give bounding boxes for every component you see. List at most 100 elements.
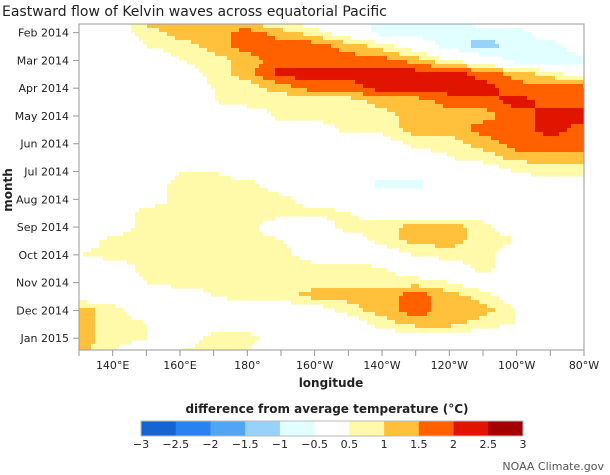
heatmap-cell	[431, 68, 436, 73]
heatmap-cell	[183, 276, 188, 281]
heatmap-cell	[323, 92, 328, 97]
heatmap-cell	[411, 308, 416, 313]
heatmap-cell	[263, 292, 268, 297]
heatmap-cell	[139, 228, 144, 233]
heatmap-cell	[303, 32, 308, 37]
heatmap-cell	[203, 280, 208, 285]
heatmap-cell	[395, 60, 400, 65]
heatmap-cell	[163, 204, 168, 209]
heatmap-cell	[423, 108, 428, 113]
heatmap-cell	[507, 92, 512, 97]
heatmap-cell	[319, 48, 324, 53]
heatmap-cell	[271, 68, 276, 73]
heatmap-cell	[383, 108, 388, 113]
heatmap-cell	[219, 36, 224, 41]
heatmap-cell	[143, 232, 148, 237]
heatmap-cell	[271, 52, 276, 57]
heatmap-cell	[451, 88, 456, 93]
heatmap-cell	[299, 96, 304, 101]
heatmap-cell	[379, 56, 384, 61]
heatmap-cell	[267, 268, 272, 273]
heatmap-cell	[415, 136, 420, 141]
heatmap-cell	[483, 148, 488, 153]
heatmap-cell	[187, 236, 192, 241]
heatmap-cell	[235, 72, 240, 77]
heatmap-cell	[407, 232, 412, 237]
heatmap-cell	[367, 280, 372, 285]
heatmap-cell	[203, 32, 208, 37]
heatmap-cell	[167, 240, 172, 245]
heatmap-cell	[527, 96, 532, 101]
heatmap-cell	[359, 44, 364, 49]
heatmap-cell	[87, 320, 92, 325]
heatmap-cell	[475, 288, 480, 293]
heatmap-cell	[547, 168, 552, 173]
heatmap-cell	[511, 104, 516, 109]
heatmap-cell	[219, 216, 224, 221]
heatmap-cell	[479, 296, 484, 301]
heatmap-cell	[191, 224, 196, 229]
heatmap-cell	[215, 284, 220, 289]
heatmap-cell	[391, 272, 396, 277]
heatmap-cell	[467, 232, 472, 237]
heatmap-cell	[563, 156, 568, 161]
heatmap-cell	[263, 248, 268, 253]
heatmap-cell	[279, 108, 284, 113]
heatmap-cell	[403, 328, 408, 333]
heatmap-cell	[391, 304, 396, 309]
heatmap-cell	[347, 48, 352, 53]
heatmap-cell	[403, 76, 408, 81]
heatmap-cell	[303, 60, 308, 65]
heatmap-cell	[479, 228, 484, 233]
heatmap-cell	[491, 112, 496, 117]
heatmap-cell	[447, 44, 452, 49]
heatmap-cell	[131, 260, 136, 265]
heatmap-cell	[303, 68, 308, 73]
heatmap-cell	[251, 340, 256, 345]
heatmap-cell	[487, 316, 492, 321]
heatmap-cell	[439, 80, 444, 85]
heatmap-cell	[383, 236, 388, 241]
heatmap-cell	[367, 120, 372, 125]
heatmap-cell	[99, 328, 104, 333]
heatmap-cell	[491, 40, 496, 45]
heatmap-cell	[211, 40, 216, 45]
heatmap-cell	[327, 72, 332, 77]
heatmap-cell	[155, 224, 160, 229]
heatmap-cell	[223, 240, 228, 245]
heatmap-cell	[503, 320, 508, 325]
heatmap-cell	[139, 264, 144, 269]
heatmap-cell	[371, 44, 376, 49]
heatmap-cell	[327, 76, 332, 81]
heatmap-cell	[263, 48, 268, 53]
heatmap-cell	[375, 300, 380, 305]
heatmap-cell	[247, 264, 252, 269]
heatmap-cell	[483, 248, 488, 253]
heatmap-cell	[495, 40, 500, 45]
heatmap-cell	[539, 104, 544, 109]
heatmap-cell	[403, 284, 408, 289]
heatmap-cell	[479, 108, 484, 113]
heatmap-cell	[339, 216, 344, 221]
heatmap-cell	[443, 100, 448, 105]
heatmap-cell	[463, 228, 468, 233]
heatmap-cell	[255, 276, 260, 281]
heatmap-cell	[339, 52, 344, 57]
heatmap-cell	[439, 328, 444, 333]
heatmap-cell	[555, 72, 560, 77]
heatmap-cell	[539, 156, 544, 161]
heatmap-cell	[231, 280, 236, 285]
heatmap-cell	[567, 100, 572, 105]
heatmap-cell	[179, 200, 184, 205]
heatmap-cell	[479, 324, 484, 329]
heatmap-cell	[315, 280, 320, 285]
heatmap-cell	[375, 268, 380, 273]
heatmap-cell	[511, 72, 516, 77]
heatmap-cell	[251, 32, 256, 37]
heatmap-cell	[451, 220, 456, 225]
heatmap-cell	[443, 288, 448, 293]
heatmap-cell	[343, 272, 348, 277]
heatmap-cell	[403, 124, 408, 129]
heatmap-cell	[411, 276, 416, 281]
heatmap-cell	[375, 96, 380, 101]
